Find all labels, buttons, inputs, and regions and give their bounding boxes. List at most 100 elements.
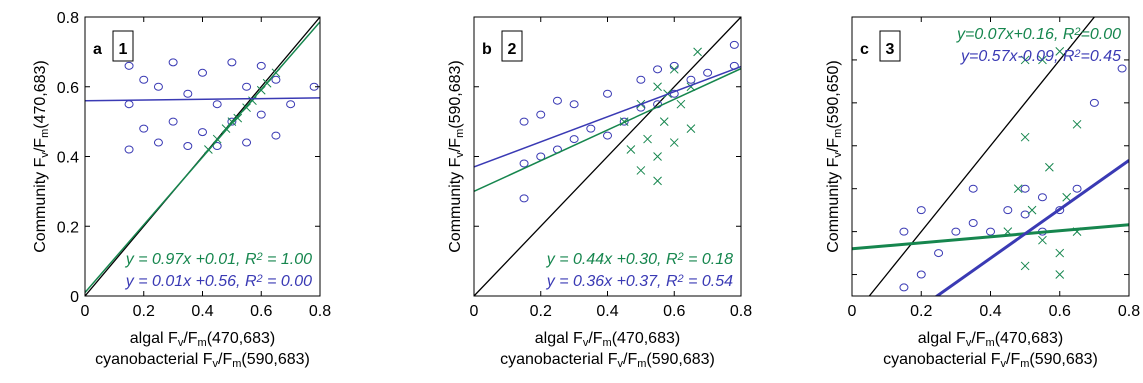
identity-line [474, 17, 741, 296]
x-axis-label: cyanobacterial Fv/Fm(590,683) [500, 351, 715, 370]
cross-point [669, 64, 679, 74]
panel-number-box [879, 30, 901, 62]
cross-point [1055, 248, 1065, 258]
x-tick-label: 0.6 [663, 303, 685, 320]
fit-equation: y=0.07x+0.16, R2=0.00 [956, 26, 1121, 43]
x-tick-label: 0.2 [530, 303, 552, 320]
fit-equation-part: = 0.54 [684, 273, 733, 290]
x-axis-label-part: algal F [535, 330, 583, 347]
fit-equation: y = 0.36x +0.37, R2 = 0.54 [546, 273, 733, 290]
y-tick-label: 0.4 [57, 150, 79, 167]
x-tick-label: 0 [81, 303, 90, 320]
fit-equation-part: y = 0.97x +0.01, R [125, 251, 257, 268]
fit-equation-part: 2 [1073, 48, 1080, 60]
fit-equation: y = 0.44x +0.30, R2 = 0.18 [546, 251, 733, 268]
panel-number-box [112, 30, 134, 62]
circle-point [256, 61, 266, 70]
x-axis-label-part: /F [183, 330, 197, 347]
fit-equation-part: = 1.00 [263, 251, 312, 268]
circle-point [227, 58, 237, 67]
circle-point [916, 270, 926, 279]
circle-point [951, 227, 961, 236]
cross-point [659, 117, 669, 126]
cross-point [1055, 270, 1065, 279]
x-tick-label: 0.8 [730, 303, 752, 320]
circle-point [899, 227, 909, 236]
fit-equation-part: = 0.00 [263, 273, 312, 290]
circle-point [552, 96, 562, 105]
circle-point [168, 58, 178, 67]
x-axis-label-part: m [637, 358, 646, 370]
panel-number-box [501, 30, 523, 62]
circle-point [729, 40, 739, 49]
x-axis-label-part: /F [1006, 351, 1020, 368]
circle-point [934, 249, 944, 258]
cross-point [1038, 55, 1047, 65]
plot-area [474, 17, 741, 296]
y-axis-label-part: m [39, 129, 51, 138]
x-axis-label-part: /F [623, 351, 637, 368]
x-axis-label: cyanobacterial Fv/Fm(590,683) [883, 351, 1098, 370]
x-axis-label-part: m [603, 337, 612, 349]
fit-equation-part: = 0.18 [684, 251, 733, 268]
x-axis-label-part: /F [588, 330, 602, 347]
y-tick-label: 0.6 [57, 80, 79, 97]
circle-point [1003, 206, 1013, 215]
circle-point [198, 68, 207, 77]
x-axis-label-part: v [178, 337, 184, 349]
circle-point [916, 206, 926, 215]
panel-letter: b [482, 41, 492, 58]
y-axis-label-part: v [832, 152, 844, 158]
circle-point [227, 117, 237, 126]
fit-equation-part: y=0.07x+0.16, R [956, 26, 1075, 43]
x-axis-label-part: algal F [130, 330, 178, 347]
y-axis-label-part: (590,650) [825, 60, 842, 129]
y-axis-label-part: (470,683) [32, 60, 49, 129]
x-axis-label: algal Fv/Fm(470,683) [130, 330, 275, 349]
x-tick-label: 0.4 [979, 303, 1001, 320]
circle-point [124, 61, 134, 70]
fit-equation-part: =0.45 [1081, 48, 1122, 65]
circle-point [1020, 210, 1030, 219]
y-axis-label: Community Fv/Fm(590,683) [447, 60, 466, 253]
y-axis-label-part: v [39, 152, 51, 158]
circle-point [519, 159, 529, 168]
fit-equation: y = 0.01x +0.56, R2 = 0.00 [125, 273, 312, 290]
x-axis-label-part: (470,683) [612, 330, 681, 347]
x-axis-label-part: v [618, 358, 624, 370]
panel-number: 2 [508, 41, 517, 58]
cross-point [227, 117, 237, 126]
circle-point [1089, 98, 1099, 107]
circle-point [271, 75, 281, 84]
circle-point [139, 124, 149, 133]
y-axis-label-part: m [454, 129, 466, 138]
cross-point [1072, 119, 1082, 129]
fit-line [474, 65, 741, 168]
circle-point [968, 219, 978, 228]
fit-equation-part: y = 0.44x +0.30, R [546, 251, 678, 268]
cross-point [669, 138, 679, 147]
fit-equation: y = 0.97x +0.01, R2 = 1.00 [125, 251, 312, 268]
circle-point [603, 89, 612, 98]
circle-point [168, 117, 178, 126]
circle-point [1020, 184, 1030, 193]
y-tick-label: 0.8 [57, 10, 79, 27]
x-axis-label-part: v [966, 337, 972, 349]
x-axis-label-part: algal F [918, 330, 966, 347]
fit-line [85, 21, 320, 294]
circle-point [986, 227, 995, 236]
identity-line [868, 17, 1096, 296]
fit-equation-part: y = 0.01x +0.56, R [125, 273, 257, 290]
circle-point [569, 135, 579, 144]
y-axis-label-part: m [832, 129, 844, 138]
circle-point [653, 65, 663, 74]
circle-point [619, 117, 629, 126]
x-axis-label-part: m [232, 358, 241, 370]
fit-line [85, 97, 320, 102]
fit-equation-part: =0.00 [1081, 26, 1122, 43]
circle-point [153, 138, 163, 147]
x-axis-label: algal Fv/Fm(470,683) [918, 330, 1063, 349]
fit-line [934, 159, 1129, 296]
circle-point [636, 75, 646, 84]
x-tick-label: 0.6 [1049, 303, 1071, 320]
